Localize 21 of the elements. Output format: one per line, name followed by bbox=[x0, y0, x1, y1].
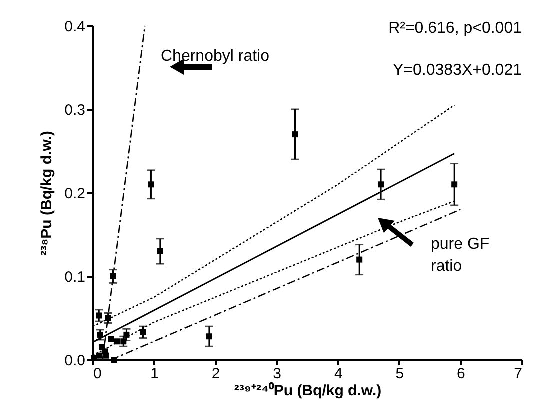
point bbox=[108, 336, 114, 342]
x-tick-label: 3 bbox=[273, 366, 282, 382]
y-tick-label: 0.3 bbox=[64, 102, 86, 119]
annotation: Chernobyl ratio bbox=[161, 48, 270, 65]
annotation: R²=0.616, p<0.001 bbox=[388, 20, 522, 37]
y-tick-label: 0.2 bbox=[64, 186, 86, 202]
point bbox=[103, 352, 110, 359]
x-tick-label: 7 bbox=[514, 366, 522, 382]
annotation: Y=0.0383X+0.021 bbox=[392, 62, 522, 79]
x-tick-label: 1 bbox=[150, 366, 159, 382]
y-tick-label: 0.1 bbox=[64, 269, 86, 286]
x-axis-title: ²³⁹⁺²⁴⁰Pu (Bq/kg d.w.) bbox=[234, 382, 382, 400]
x-tick-label: 5 bbox=[396, 366, 404, 382]
y-axis-title: ²³⁸Pu (Bq/kg d.w.) bbox=[38, 131, 56, 256]
x-tick-label: 0 bbox=[94, 366, 102, 382]
x-tick-label: 4 bbox=[334, 366, 343, 382]
annotation: pure GF ratio bbox=[431, 236, 490, 275]
x-tick-label: 6 bbox=[457, 366, 466, 382]
y-tick-label: 0.0 bbox=[64, 352, 86, 370]
y-tick-label: 0.4 bbox=[64, 18, 86, 36]
x-tick-label: 2 bbox=[212, 366, 220, 382]
